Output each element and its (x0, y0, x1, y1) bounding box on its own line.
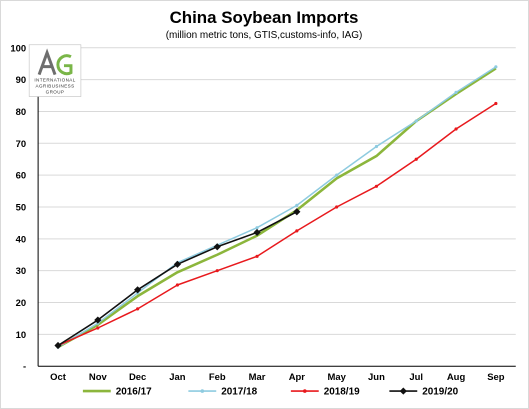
y-tick-label: 100 (10, 43, 26, 54)
x-tick-label: Dec (129, 372, 146, 383)
logo-text-line-1: INTERNATIONAL (34, 78, 75, 83)
data-series (54, 65, 498, 350)
x-tick-label: Sep (487, 372, 505, 383)
x-tick-label: Mar (249, 372, 266, 383)
logo-text-line-3: GROUP (46, 90, 65, 95)
data-point (414, 157, 418, 161)
data-point (255, 226, 259, 230)
legend-marker (303, 389, 307, 393)
x-tick-label: Feb (209, 372, 226, 383)
y-tick-label: 70 (16, 139, 26, 150)
legend: 2016/17 2017/18 2018/19 2019/20 (82, 387, 459, 398)
logo-text-line-2: AGRIBUSINESS (36, 84, 75, 89)
y-tick-label: 40 (16, 234, 26, 245)
series-line (57, 66, 497, 348)
chart-subtitle: (million metric tons, GTIS,customs-info,… (166, 30, 363, 41)
legend-label: 2017/18 (221, 387, 257, 398)
data-point (374, 184, 379, 188)
data-point (253, 228, 261, 237)
x-axis-tick-labels: Oct Nov Dec Jan Feb Mar Apr May Jun Jul Aug Sep (50, 372, 505, 383)
legend-marker (399, 387, 407, 395)
x-tick-label: Apr (289, 372, 306, 383)
x-tick-label: Jun (368, 372, 385, 383)
x-tick-label: Oct (50, 372, 67, 383)
x-tick-label: May (327, 372, 346, 383)
data-point (335, 205, 339, 209)
x-tick-label: Nov (89, 372, 108, 383)
y-axis-tick-labels: - 10 20 30 40 50 60 70 80 90 100 (10, 43, 26, 372)
data-point (454, 90, 458, 94)
iag-logo: INTERNATIONAL AGRIBUSINESS GROUP (28, 44, 82, 97)
data-point (414, 119, 418, 123)
legend-marker (200, 389, 205, 393)
data-point (215, 269, 219, 273)
data-point (293, 208, 301, 216)
series-line (57, 102, 497, 347)
legend-item: 2018/19 (290, 387, 360, 398)
x-tick-label: Aug (447, 372, 466, 383)
x-tick-label: Jan (169, 372, 185, 383)
data-point (136, 307, 140, 311)
y-tick-label: 90 (16, 75, 26, 86)
y-tick-label: 60 (16, 171, 26, 182)
y-tick-label: 10 (16, 330, 26, 341)
chart-title: China Soybean Imports (170, 8, 359, 27)
axes (37, 47, 516, 367)
data-point (335, 173, 339, 177)
data-point (494, 101, 498, 106)
legend-label: 2016/17 (116, 387, 152, 398)
data-point (54, 341, 62, 350)
data-point (96, 326, 100, 330)
data-point (374, 144, 379, 149)
data-point (454, 127, 458, 131)
gridlines (38, 47, 516, 335)
legend-label: 2018/19 (324, 387, 360, 398)
data-point (494, 65, 498, 69)
y-tick-label: 50 (16, 202, 26, 213)
y-tick-label: 20 (16, 298, 26, 309)
data-point (94, 316, 102, 324)
y-tick-label: 80 (16, 107, 26, 118)
data-point (295, 203, 299, 207)
y-tick-label: 30 (16, 266, 26, 277)
legend-label: 2019/20 (422, 387, 458, 398)
legend-item: 2019/20 (389, 387, 459, 398)
data-point (175, 283, 180, 287)
data-point (295, 229, 299, 233)
series-2018-19 (56, 101, 498, 348)
series-2019-20 (54, 208, 301, 350)
data-point (134, 286, 142, 294)
x-tick-label: Jul (409, 372, 423, 383)
y-tick-label: - (23, 362, 26, 373)
data-point (255, 254, 259, 258)
data-point (173, 260, 182, 268)
legend-item: 2016/17 (82, 387, 152, 398)
logo-mark (37, 48, 73, 76)
legend-item: 2017/18 (188, 387, 258, 398)
